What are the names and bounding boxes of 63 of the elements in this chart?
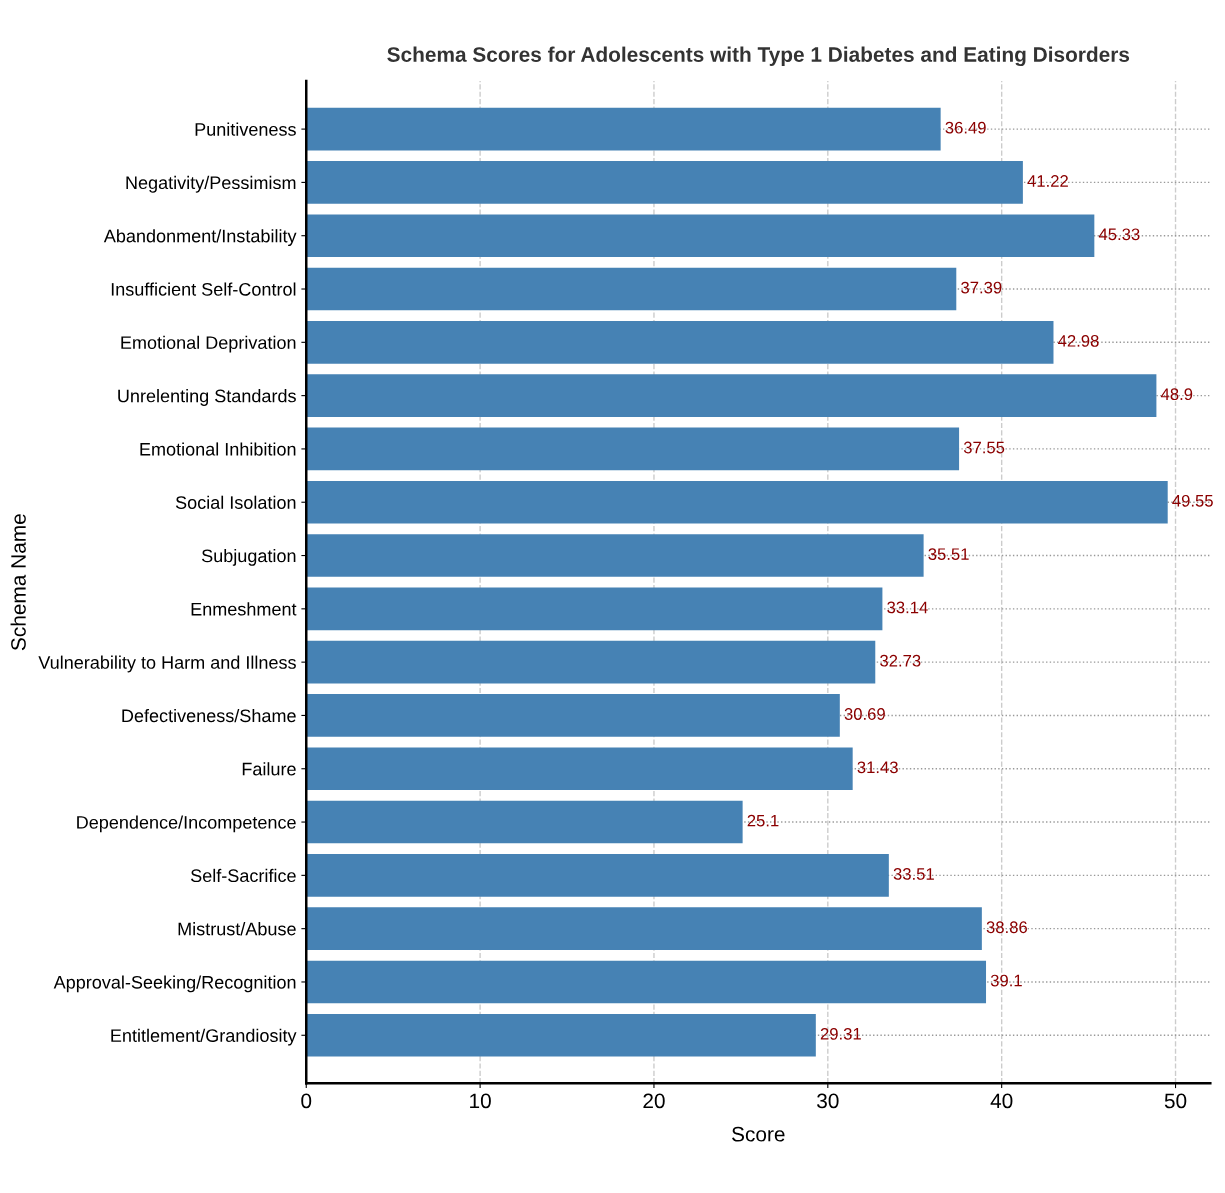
y-tick-label: Vulnerability to Harm and Illness	[38, 655, 296, 673]
y-tick-label: Emotional Deprivation	[121, 335, 296, 353]
y-tick-label: Insufficient Self-Control	[111, 282, 296, 296]
x-tick-label: 30	[817, 1093, 839, 1109]
data-label: 29.31	[820, 1027, 861, 1040]
data-label: 33.51	[893, 868, 934, 880]
bar	[306, 427, 960, 471]
chart-title: Schema Scores for Adolescents with Type 1 Diabetes and Eating Disorders	[387, 46, 1130, 67]
y-tick-label: Emotional Inhibition	[140, 442, 296, 456]
x-tick-label: 20	[643, 1093, 665, 1109]
y-tick-label: Punitiveness	[195, 122, 296, 136]
y-tick-label: Abandonment/Instability	[103, 229, 297, 246]
bar	[306, 747, 853, 791]
bar	[306, 1013, 816, 1057]
data-label: 48.9	[1160, 388, 1193, 401]
data-label: 37.39	[961, 281, 1002, 294]
bar	[306, 374, 1157, 417]
y-tick-label: Self-Sacrifice	[190, 868, 296, 883]
bar	[306, 320, 1054, 364]
data-label: 32.73	[880, 654, 921, 667]
data-label: 30.69	[844, 708, 885, 720]
bar	[306, 694, 840, 737]
y-tick-label: Subjugation	[201, 548, 296, 566]
y-tick-label: Defectiveness/Shame	[122, 708, 296, 723]
data-label: 31.43	[857, 761, 898, 774]
data-label: 49.55	[1172, 494, 1213, 507]
x-axis-title: Score	[732, 1126, 785, 1142]
bar	[306, 214, 1095, 258]
bar	[306, 161, 1023, 204]
data-label: 33.14	[887, 601, 928, 614]
y-tick-label: Dependence/Incompetence	[77, 815, 296, 833]
data-label: 45.33	[1098, 228, 1140, 241]
y-tick-label: Enmeshment	[191, 602, 297, 616]
bar	[306, 587, 883, 631]
data-label: 38.86	[986, 921, 1027, 934]
y-tick-label: Entitlement/Grandiosity	[111, 1028, 297, 1046]
data-label: 41.22	[1027, 175, 1068, 187]
bar	[306, 534, 924, 577]
x-tick-label: 0	[301, 1093, 312, 1109]
bar	[306, 907, 982, 950]
data-label: 42.98	[1058, 334, 1099, 347]
bar	[306, 640, 876, 684]
y-tick-label: Negativity/Pessimism	[126, 175, 296, 193]
bar	[306, 800, 743, 844]
data-label: 36.49	[945, 121, 986, 134]
x-tick-label: 10	[470, 1093, 491, 1109]
bar	[306, 960, 987, 1004]
data-label: 37.55	[963, 441, 1005, 454]
bar	[306, 854, 889, 897]
data-label: 25.1	[747, 814, 779, 827]
y-tick-label: Failure	[242, 762, 296, 776]
y-tick-label: Unrelenting Standards	[118, 389, 296, 406]
y-tick-label: Mistrust/Abuse	[178, 922, 296, 936]
y-axis-title: Schema Name	[10, 514, 26, 651]
x-tick-label: 40	[990, 1093, 1013, 1109]
data-label: 35.51	[928, 548, 969, 561]
bar	[306, 267, 957, 311]
x-tick-label: 50	[1164, 1093, 1187, 1109]
bar	[306, 480, 1168, 524]
bar	[306, 107, 941, 151]
y-tick-label: Approval-Seeking/Recognition	[53, 975, 296, 993]
y-tick-label: Social Isolation	[175, 495, 296, 509]
data-label: 39.1	[990, 974, 1022, 987]
